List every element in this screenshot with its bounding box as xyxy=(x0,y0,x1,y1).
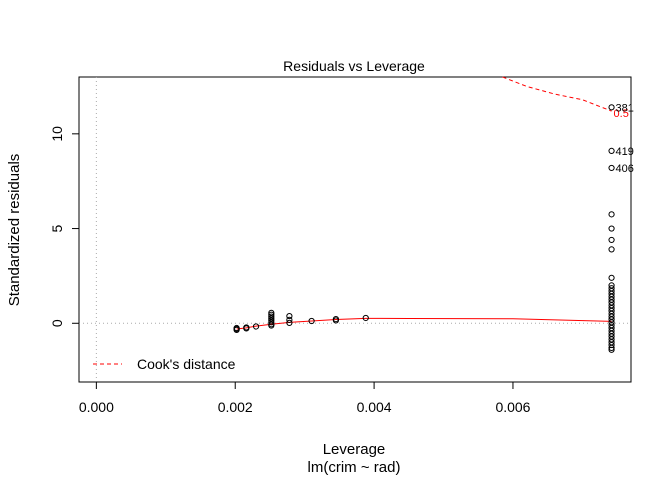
legend-label-cooks-distance: Cook's distance xyxy=(137,356,236,372)
data-point xyxy=(608,236,615,244)
data-point xyxy=(608,211,615,218)
cooks-distance-contour: 0.5 xyxy=(502,76,629,120)
x-tick-label: 0.002 xyxy=(218,399,253,415)
point-label: 419 xyxy=(616,146,634,158)
data-point xyxy=(268,322,275,329)
point-label: 406 xyxy=(616,163,634,175)
y-tick-label: 0 xyxy=(49,319,65,327)
point-labels: 381 419 406 xyxy=(616,102,634,175)
smoother-polyline xyxy=(236,317,612,330)
x-tick-label: 0.004 xyxy=(357,399,392,415)
data-point xyxy=(608,246,615,253)
cooks-contour-label: 0.5 xyxy=(614,108,629,120)
y-tick-label: 10 xyxy=(49,126,65,142)
y-axis-label: Standardized residuals xyxy=(6,154,23,307)
data-point xyxy=(252,323,260,330)
data-points xyxy=(233,104,615,353)
data-point xyxy=(308,317,315,325)
data-point xyxy=(332,317,340,324)
data-point xyxy=(286,319,293,326)
data-point xyxy=(608,164,615,172)
data-point xyxy=(233,324,240,332)
data-point xyxy=(286,312,293,320)
x-axis: 0.000 0.002 0.004 0.006 xyxy=(79,381,531,415)
smoother-line xyxy=(236,317,612,330)
y-tick-label: 5 xyxy=(49,224,65,232)
cooks-contour-line xyxy=(502,76,612,112)
reference-lines xyxy=(79,77,631,382)
data-point xyxy=(608,274,615,281)
data-point xyxy=(608,225,615,232)
data-point xyxy=(268,319,275,326)
data-point xyxy=(362,314,369,322)
data-point xyxy=(243,324,250,331)
data-point xyxy=(608,104,615,111)
data-point xyxy=(286,316,293,323)
data-point xyxy=(608,346,615,353)
point-label: 381 xyxy=(616,102,634,114)
x-tick-label: 0.006 xyxy=(495,399,530,415)
plot-frame xyxy=(78,76,632,383)
data-point xyxy=(608,147,615,154)
x-axis-label: Leverage xyxy=(323,441,386,458)
data-point xyxy=(608,344,615,352)
chart-title: Residuals vs Leverage xyxy=(283,58,425,74)
legend: Cook's distance xyxy=(93,356,236,372)
y-axis: 0 5 10 xyxy=(49,126,80,327)
x-tick-label: 0.000 xyxy=(79,399,114,415)
x-axis-sublabel: lm(crim ~ rad) xyxy=(308,459,401,476)
